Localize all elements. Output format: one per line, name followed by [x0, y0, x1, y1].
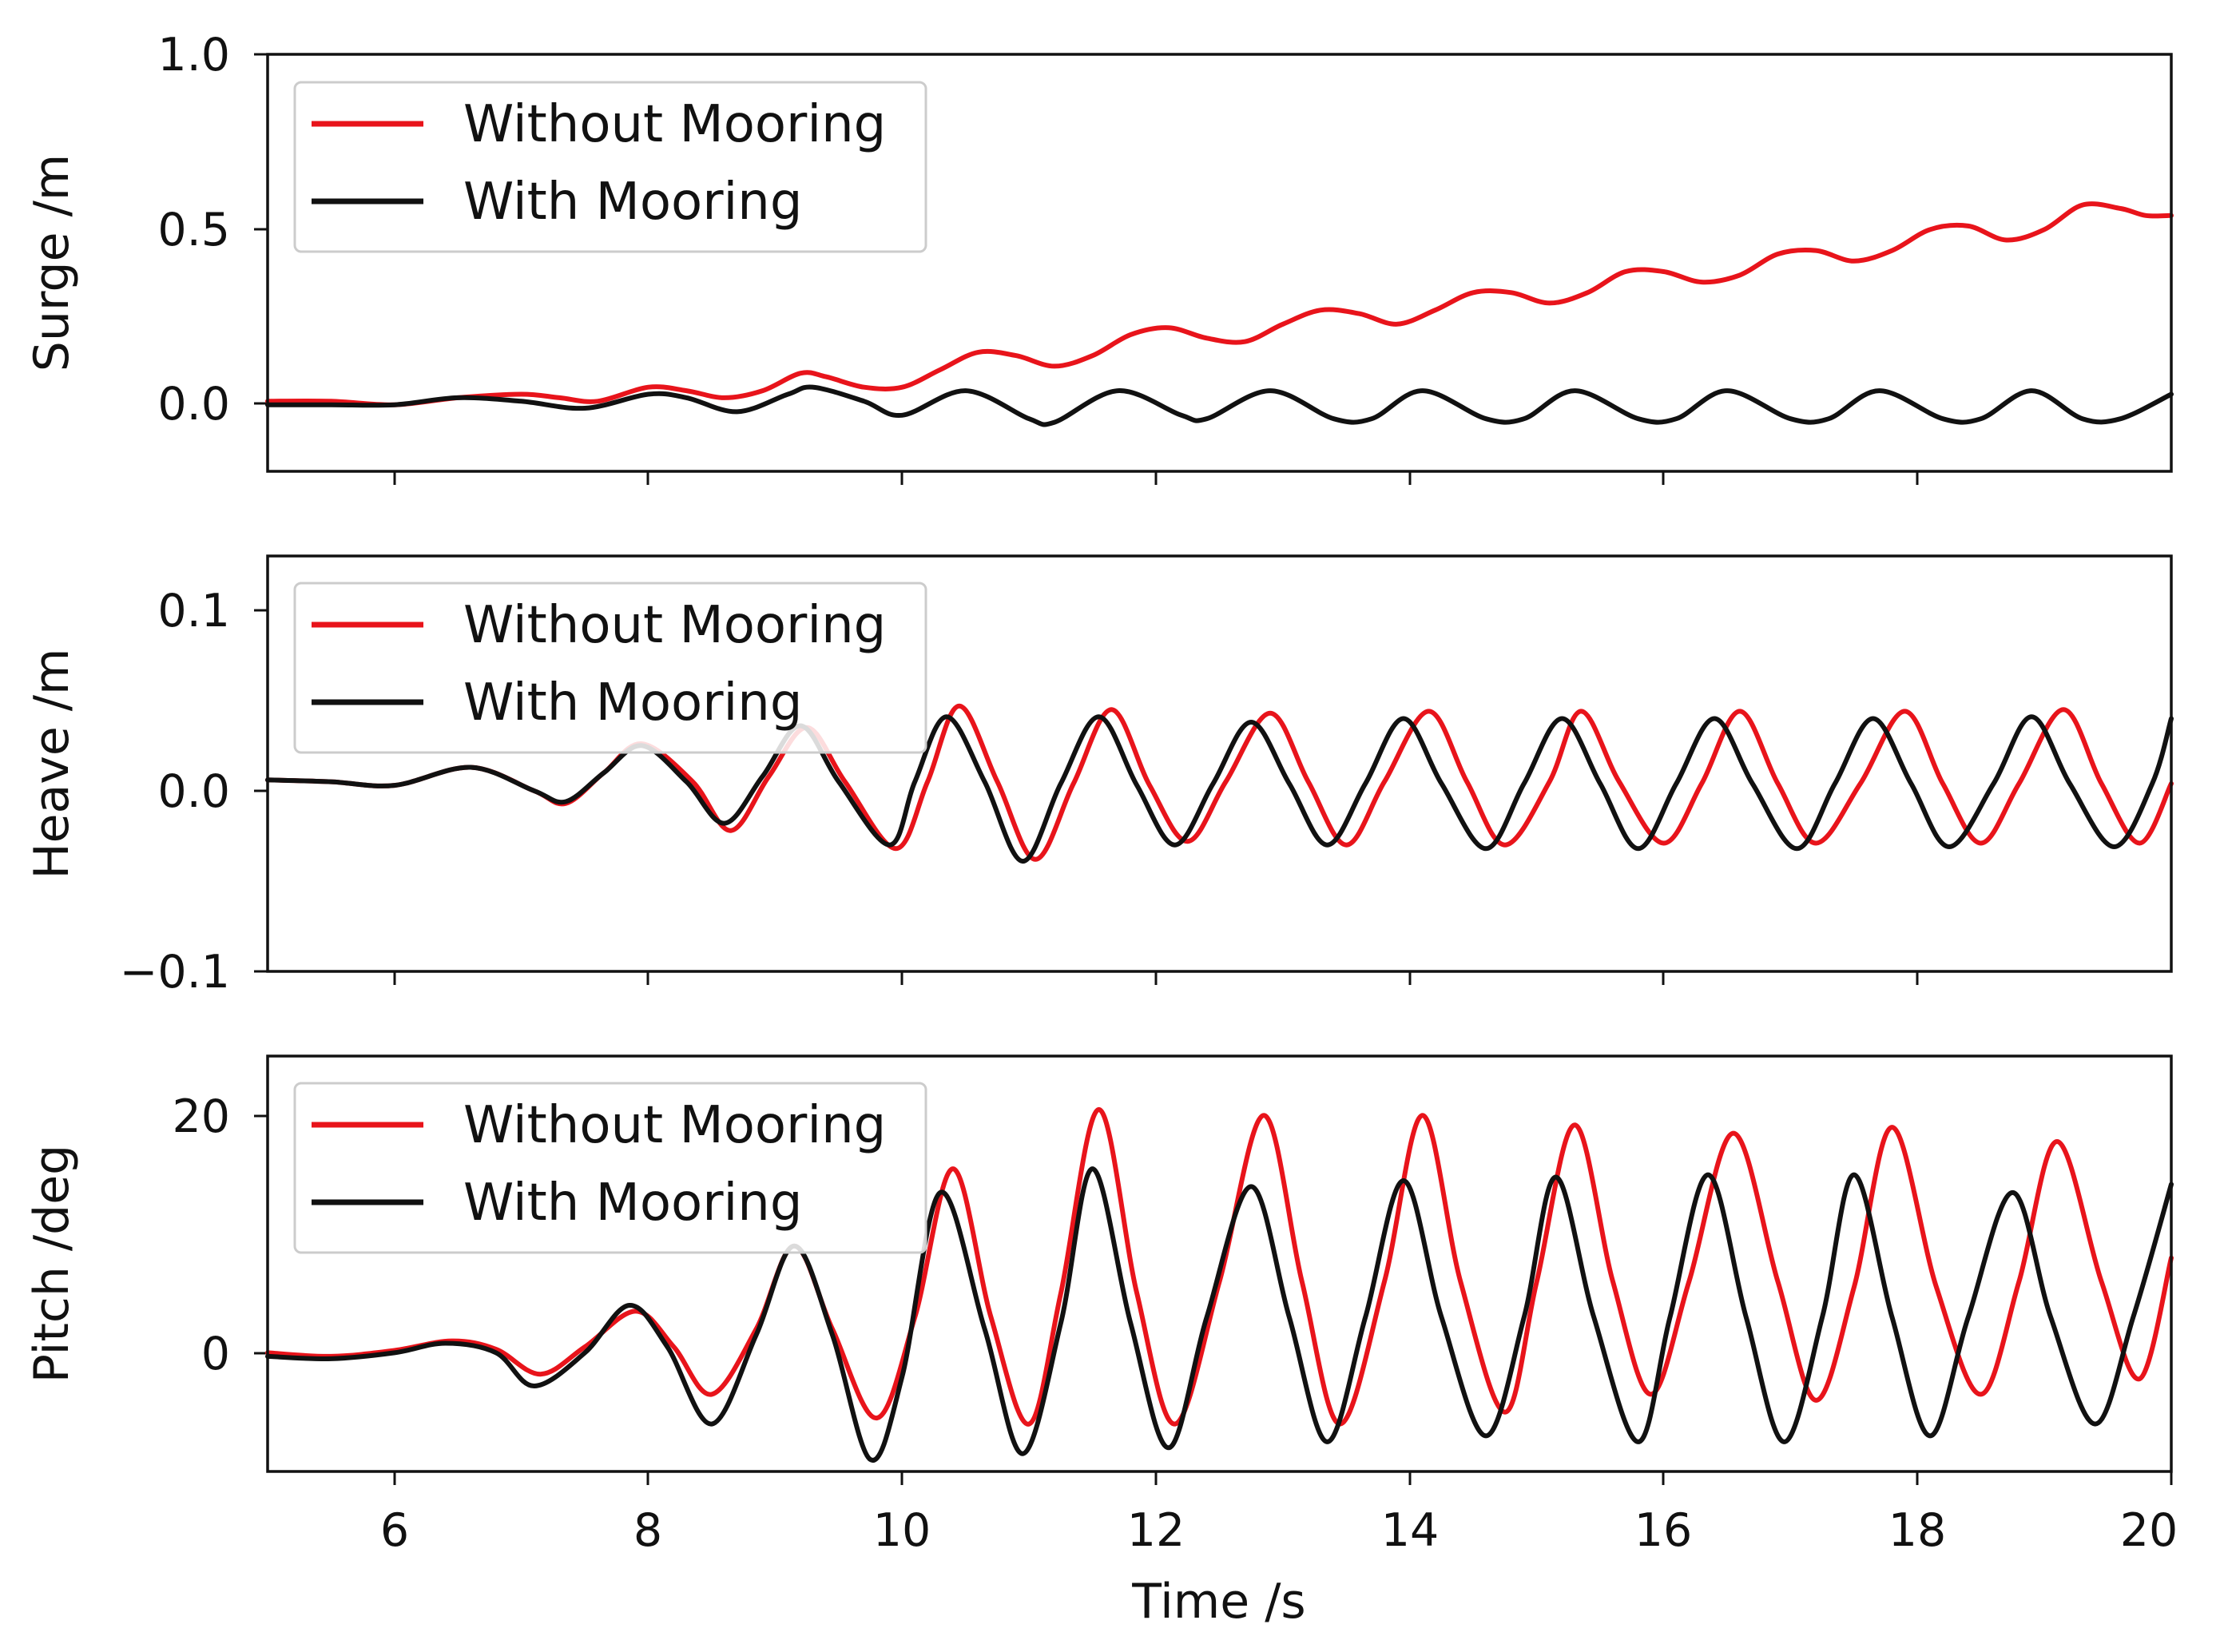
heave-legend-label-with-mooring: With Mooring	[463, 673, 802, 733]
heave-series-group	[265, 703, 2174, 864]
heave-ytick-group: −0.1 0.0 0.1	[120, 585, 268, 999]
heave-ytick-label: −0.1	[120, 946, 230, 999]
x-axis-label: Time /s	[1131, 1574, 1305, 1630]
heave-ytick-label: 0.0	[157, 765, 230, 818]
heave-series-without-mooring-line	[265, 703, 2174, 862]
heave-panel: −0.1 0.0 0.1 Heave /m Without Mooring Wi…	[24, 554, 2174, 999]
pitch-panel: 0 20 Pitch /deg Without Mooring With Moo…	[24, 1054, 2178, 1630]
surge-series-without-mooring-line	[265, 201, 2174, 407]
pitch-legend: Without Mooring With Mooring	[293, 1082, 927, 1254]
surge-ytick-group: 0.0 0.5 1.0	[157, 29, 268, 431]
pitch-y-axis-label: Pitch /deg	[24, 1145, 80, 1383]
surge-panel: 0.0 0.5 1.0 Surge /m Without Mooring Wit…	[24, 29, 2174, 473]
surge-axes-frame	[266, 53, 2173, 473]
surge-series-with-mooring-line	[265, 384, 2174, 427]
heave-legend-box	[293, 582, 927, 754]
heave-legend: Without Mooring With Mooring	[293, 582, 927, 754]
xtick-label: 14	[1381, 1504, 1440, 1557]
heave-y-axis-label: Heave /m	[24, 649, 80, 880]
xtick-label: 8	[633, 1504, 662, 1557]
xtick-label: 18	[1888, 1504, 1947, 1557]
pitch-series-with-mooring-line	[265, 1166, 2174, 1463]
surge-legend-label-with-mooring: With Mooring	[463, 173, 802, 232]
surge-ytick-label: 1.0	[157, 29, 230, 81]
xtick-label: 10	[873, 1504, 931, 1557]
pitch-axes-frame	[266, 1054, 2173, 1473]
surge-y-axis-label: Surge /m	[24, 154, 80, 371]
pitch-legend-label-without-mooring: Without Mooring	[463, 1096, 886, 1155]
surge-legend: Without Mooring With Mooring	[293, 81, 927, 253]
surge-ytick-label: 0.5	[157, 204, 230, 256]
pitch-legend-box	[293, 1082, 927, 1254]
xtick-label: 16	[1634, 1504, 1693, 1557]
x-axis-ticks: 6 8 10 12 14 16 18 20	[380, 1471, 2178, 1557]
pitch-legend-label-with-mooring: With Mooring	[463, 1173, 802, 1233]
heave-ytick-label: 0.1	[157, 585, 230, 637]
surge-legend-label-without-mooring: Without Mooring	[463, 95, 886, 154]
xtick-label: 12	[1127, 1504, 1185, 1557]
heave-legend-label-without-mooring: Without Mooring	[463, 596, 886, 655]
heave-series-with-mooring-line	[265, 714, 2174, 864]
surge-series-group	[265, 201, 2174, 427]
pitch-ytick-group: 0 20	[172, 1090, 268, 1380]
xtick-label: 20	[2120, 1504, 2178, 1557]
pitch-series-group	[265, 1106, 2174, 1463]
heave-axes-frame	[266, 554, 2173, 973]
shared-x-tick-marks	[393, 471, 1919, 985]
xtick-label: 6	[380, 1504, 409, 1557]
pitch-ytick-label: 0	[201, 1328, 230, 1380]
pitch-ytick-label: 20	[172, 1090, 230, 1143]
surge-legend-box	[293, 81, 927, 253]
surge-ytick-label: 0.0	[157, 378, 230, 431]
